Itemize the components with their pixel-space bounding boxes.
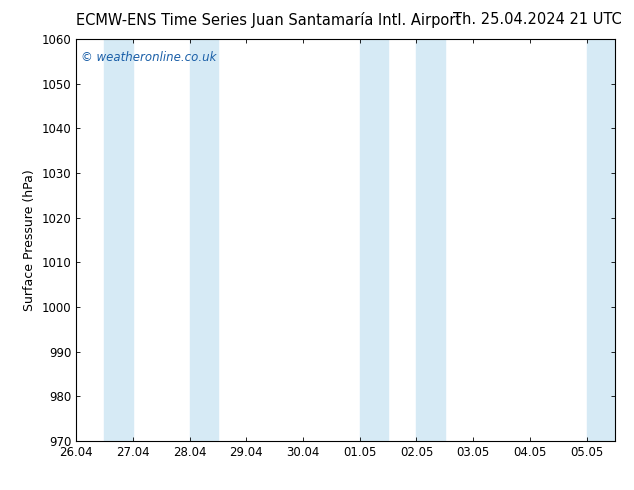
Bar bbox=[586, 39, 615, 441]
Text: ECMW-ENS Time Series Juan Santamaría Intl. Airport: ECMW-ENS Time Series Juan Santamaría Int… bbox=[76, 12, 461, 28]
Bar bbox=[359, 39, 388, 441]
Text: © weatheronline.co.uk: © weatheronline.co.uk bbox=[81, 51, 217, 64]
Text: Th. 25.04.2024 21 UTC: Th. 25.04.2024 21 UTC bbox=[453, 12, 621, 27]
Bar bbox=[190, 39, 218, 441]
Y-axis label: Surface Pressure (hPa): Surface Pressure (hPa) bbox=[23, 169, 36, 311]
Bar bbox=[105, 39, 133, 441]
Bar bbox=[417, 39, 445, 441]
